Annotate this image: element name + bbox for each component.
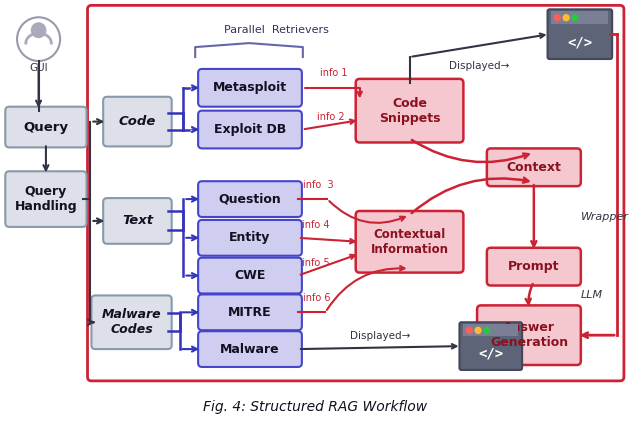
Text: info 4: info 4 [302, 220, 330, 230]
FancyBboxPatch shape [5, 171, 86, 227]
Circle shape [31, 22, 47, 38]
Text: Answer
Generation: Answer Generation [490, 321, 568, 349]
Text: Wrapper: Wrapper [581, 212, 629, 222]
Text: Malware
Codes: Malware Codes [102, 308, 161, 336]
Text: Contextual
Information: Contextual Information [371, 228, 449, 256]
Text: info 5: info 5 [302, 258, 330, 268]
Text: CWE: CWE [234, 269, 266, 282]
Text: </>: </> [478, 347, 503, 361]
Text: info 6: info 6 [303, 294, 330, 303]
Text: Metasploit: Metasploit [213, 81, 287, 94]
FancyBboxPatch shape [356, 211, 463, 272]
Bar [463, 324, 518, 336]
FancyBboxPatch shape [92, 295, 172, 349]
FancyBboxPatch shape [487, 248, 581, 286]
Text: Entity: Entity [229, 231, 271, 244]
Circle shape [467, 327, 472, 333]
Circle shape [475, 327, 481, 333]
Text: Code
Snippets: Code Snippets [379, 97, 440, 125]
FancyBboxPatch shape [198, 220, 302, 256]
FancyBboxPatch shape [356, 79, 463, 143]
Text: info  3: info 3 [303, 180, 333, 190]
FancyBboxPatch shape [460, 322, 522, 370]
Text: GUI: GUI [29, 63, 48, 73]
Text: Code: Code [119, 115, 156, 128]
Text: Malware: Malware [220, 343, 280, 356]
Text: Displayed→: Displayed→ [349, 331, 410, 341]
Text: Context: Context [506, 161, 561, 174]
Text: Exploit DB: Exploit DB [214, 123, 286, 136]
Text: info 1: info 1 [320, 68, 348, 78]
Text: LLM: LLM [581, 291, 603, 300]
Text: Text: Text [122, 214, 153, 228]
Bar [552, 11, 608, 24]
FancyBboxPatch shape [487, 148, 581, 186]
Text: </>: </> [567, 36, 593, 49]
Text: Query
Handling: Query Handling [15, 185, 77, 213]
FancyBboxPatch shape [477, 305, 581, 365]
FancyBboxPatch shape [5, 107, 86, 148]
Text: MITRE: MITRE [228, 306, 272, 319]
Text: Parallel  Retrievers: Parallel Retrievers [224, 25, 329, 35]
FancyBboxPatch shape [103, 198, 172, 244]
Circle shape [563, 15, 569, 21]
FancyBboxPatch shape [198, 331, 302, 367]
Text: Displayed→: Displayed→ [449, 61, 509, 71]
FancyBboxPatch shape [198, 69, 302, 107]
FancyBboxPatch shape [198, 111, 302, 148]
Circle shape [484, 327, 490, 333]
Text: info 2: info 2 [317, 112, 344, 121]
Circle shape [572, 15, 578, 21]
FancyBboxPatch shape [548, 9, 612, 59]
Circle shape [554, 15, 560, 21]
FancyBboxPatch shape [103, 97, 172, 146]
FancyBboxPatch shape [198, 294, 302, 330]
FancyBboxPatch shape [198, 181, 302, 217]
Text: Prompt: Prompt [508, 260, 559, 273]
Text: Fig. 4: Structured RAG Workflow: Fig. 4: Structured RAG Workflow [202, 400, 427, 414]
FancyBboxPatch shape [198, 258, 302, 294]
Text: Query: Query [24, 121, 68, 134]
Text: Question: Question [219, 192, 282, 206]
